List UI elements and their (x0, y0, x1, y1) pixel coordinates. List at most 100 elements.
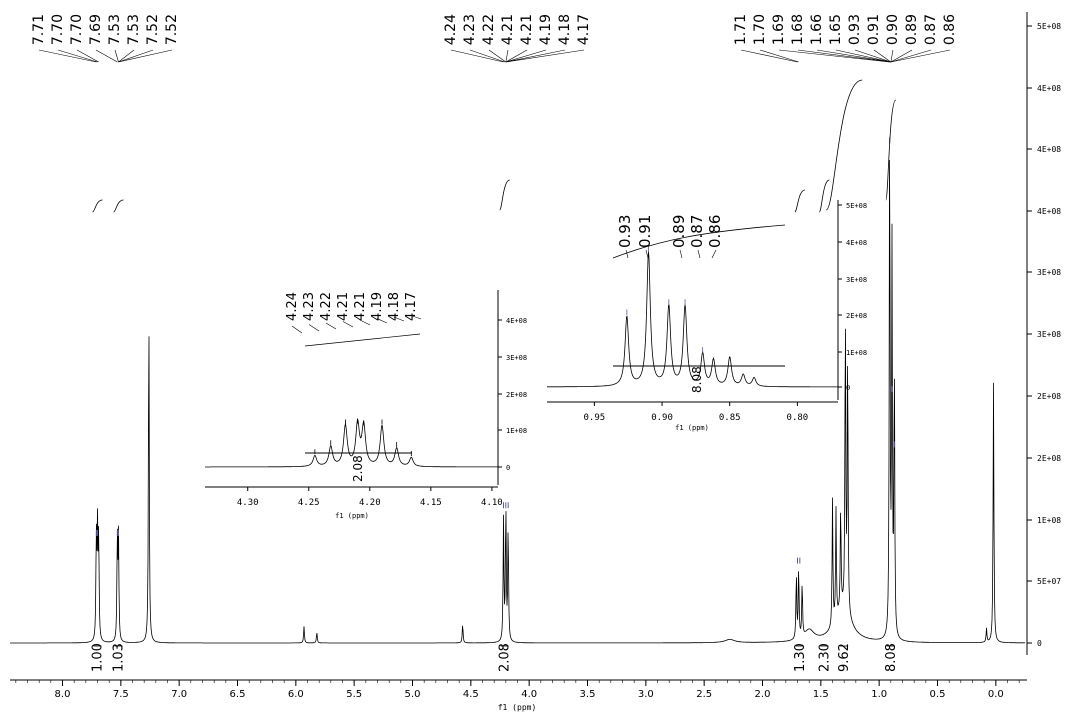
integral-value: 1.00 (91, 643, 106, 672)
integral-value: 1.03 (112, 643, 127, 672)
peak-label-leader (118, 49, 135, 63)
integral-curve (499, 179, 510, 211)
inset-y-tick-label: 2E+08 (506, 391, 527, 399)
inset-label-leader (625, 249, 629, 259)
y-tick-label: 3E+08 (1037, 330, 1061, 339)
integral-value: 1.30 (793, 643, 808, 672)
inset-peak-label: 4.17 (404, 292, 419, 321)
x-axis-title: f1 (ppm) (498, 703, 537, 712)
inset-integral-value: 8.08 (690, 366, 704, 393)
inset-peak-label: 4.18 (387, 292, 402, 321)
peak-label-leader (873, 49, 892, 63)
inset-y-tick-label: 0 (846, 384, 850, 392)
inset-peak-label: 4.21 (353, 292, 368, 321)
inset-label-leader (342, 321, 354, 328)
inset-y-tick-label: 4E+08 (846, 239, 867, 247)
x-tick-label: 5.0 (405, 689, 421, 700)
peak-label: 4.18 (557, 14, 573, 45)
integral-value: 2.30 (817, 643, 832, 672)
y-tick-label: 5E+08 (1037, 22, 1061, 31)
peak-label: 1.68 (790, 14, 806, 45)
inset-och2: 4.30 4.25 4.20 4.15 4.10 f1 (ppm) 0 1E+08 2E+08 3… (205, 290, 527, 520)
inset-x-axis-title: f1 (ppm) (675, 424, 709, 432)
x-tick-label: 1.0 (871, 689, 887, 700)
peak-label: 4.19 (538, 14, 554, 45)
inset-trace (205, 418, 498, 468)
peak-label: 1.70 (752, 14, 768, 45)
peak-label-leader (759, 49, 799, 63)
peak-label-group: 7.71 7.70 7.70 7.69 7.53 7.53 7.52 7.52 (31, 14, 180, 63)
peak-label-leader (505, 49, 509, 63)
y-tick-label: 2E+08 (1037, 392, 1061, 401)
x-tick-label: 0.0 (988, 689, 1004, 700)
inset-peak-label: 0.93 (616, 215, 634, 248)
inset-y-tick-label: 4E+08 (506, 317, 527, 325)
inset-y-tick-label: 0 (506, 464, 510, 472)
inset-x-tick-label: 4.30 (237, 498, 259, 508)
integral-value: 2.08 (498, 643, 513, 672)
inset-peak-label: 4.23 (302, 292, 317, 321)
inset-peak-label: 4.24 (285, 292, 300, 321)
spectrum-trace (10, 159, 1025, 644)
x-tick-label: 3.0 (638, 689, 654, 700)
inset-label-leader (711, 249, 717, 259)
peak-label: 7.52 (145, 14, 161, 45)
peak-label-leader (890, 49, 932, 63)
peak-label-leader (118, 49, 173, 63)
integral-curve (92, 199, 103, 213)
peak-label-leader (890, 49, 894, 63)
inset-y-tick-label: 1E+08 (506, 427, 527, 435)
peak-label: 7.52 (164, 14, 180, 45)
inset-label-leader (291, 325, 303, 334)
integral-value: 9.62 (837, 643, 852, 672)
peak-label-leader (118, 49, 154, 63)
x-tick-label: 8.0 (55, 689, 71, 700)
y-tick-label: 4E+08 (1037, 207, 1061, 216)
inset-x-tick-label: 0.95 (584, 413, 606, 423)
peak-label: 0.93 (847, 14, 863, 45)
x-tick-label: 4.5 (463, 689, 479, 700)
inset-integral-curve (304, 333, 421, 347)
inset-peak-label: 4.22 (319, 292, 334, 321)
y-tick-label: 2E+08 (1037, 454, 1061, 463)
x-tick-label: 6.0 (288, 689, 304, 700)
x-tick-label: 0.5 (930, 689, 946, 700)
peak-label: 1.71 (733, 14, 749, 45)
inset-label-leader (410, 315, 422, 320)
inset-label-leader (359, 319, 371, 326)
x-tick-label: 6.5 (230, 689, 246, 700)
inset-x-tick-label: 0.90 (651, 413, 673, 423)
peak-label: 7.70 (69, 14, 85, 45)
inset-label-leader (325, 322, 337, 330)
peak-label: 0.90 (885, 14, 901, 45)
peak-label-leader (890, 49, 913, 63)
inset-integral-value: 2.08 (351, 455, 365, 482)
inset-peak-label: 4.21 (336, 292, 351, 321)
peak-label: 0.89 (904, 14, 920, 45)
x-tick-label: 5.5 (346, 689, 362, 700)
peak-label: 0.86 (942, 14, 958, 45)
peak-label-leader (816, 49, 891, 63)
integral-value: 8.08 (884, 643, 899, 672)
integral-curve (885, 99, 897, 201)
peak-label-leader (505, 49, 585, 63)
peak-label: 7.70 (50, 14, 66, 45)
peak-label: 1.69 (771, 14, 787, 45)
peak-label-group: 1.71 1.70 1.69 1.68 1.66 1.65 0.93 0.91 0.90 0.89… (733, 14, 958, 63)
peak-label: 1.66 (809, 14, 825, 45)
integral-curve (113, 199, 124, 213)
inset-x-tick-label: 0.85 (719, 413, 741, 423)
peak-label: 7.53 (107, 14, 123, 45)
inset-x-tick-label: 4.25 (298, 498, 320, 508)
peak-label-leader (740, 49, 798, 63)
inset-x-tick-label: 4.10 (481, 498, 503, 508)
inset-x-axis-title: f1 (ppm) (335, 512, 369, 520)
peak-label: 4.23 (462, 14, 478, 45)
inset-label-leader (393, 316, 405, 322)
inset-label-leader (308, 324, 320, 332)
peak-label: 4.22 (481, 14, 497, 45)
inset-peak-label: 4.19 (370, 292, 385, 321)
inset-x-tick-label: 0.80 (787, 413, 809, 423)
peak-label-leader (38, 49, 97, 63)
